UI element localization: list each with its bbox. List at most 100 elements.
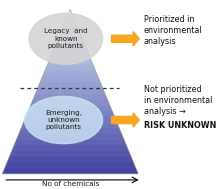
Polygon shape — [33, 98, 107, 99]
Text: Legacy  and
known
pollutants: Legacy and known pollutants — [44, 29, 88, 49]
Polygon shape — [50, 57, 90, 58]
Polygon shape — [65, 21, 75, 22]
Polygon shape — [68, 14, 72, 15]
Polygon shape — [32, 102, 109, 103]
Text: Emerging,
unknown
pollutants: Emerging, unknown pollutants — [45, 110, 82, 130]
Polygon shape — [9, 156, 131, 157]
Polygon shape — [3, 171, 137, 172]
Polygon shape — [4, 169, 136, 170]
Polygon shape — [32, 100, 108, 101]
Polygon shape — [70, 10, 71, 11]
Polygon shape — [30, 105, 110, 106]
Polygon shape — [19, 132, 121, 133]
Ellipse shape — [25, 96, 103, 144]
Polygon shape — [44, 73, 97, 74]
Polygon shape — [35, 93, 105, 94]
Polygon shape — [56, 44, 85, 45]
FancyArrow shape — [112, 32, 139, 46]
Polygon shape — [25, 117, 115, 118]
Polygon shape — [54, 47, 86, 48]
Polygon shape — [37, 90, 104, 91]
Polygon shape — [51, 56, 90, 57]
Polygon shape — [16, 141, 125, 142]
Polygon shape — [11, 151, 129, 152]
Polygon shape — [22, 126, 119, 127]
Polygon shape — [40, 83, 101, 84]
Polygon shape — [60, 33, 80, 34]
Polygon shape — [32, 101, 109, 102]
Polygon shape — [68, 13, 72, 14]
Polygon shape — [54, 48, 87, 49]
Polygon shape — [6, 163, 134, 164]
Polygon shape — [58, 38, 82, 39]
Polygon shape — [43, 75, 98, 76]
Polygon shape — [6, 164, 134, 165]
Polygon shape — [40, 81, 100, 82]
Polygon shape — [68, 15, 73, 16]
Polygon shape — [69, 12, 72, 13]
Polygon shape — [63, 26, 78, 27]
Polygon shape — [45, 70, 96, 71]
Polygon shape — [49, 61, 92, 62]
Polygon shape — [30, 107, 111, 108]
Polygon shape — [24, 120, 116, 121]
Polygon shape — [33, 99, 108, 100]
Polygon shape — [52, 52, 88, 53]
Polygon shape — [62, 28, 78, 29]
Polygon shape — [19, 133, 122, 134]
Polygon shape — [7, 162, 134, 163]
Polygon shape — [61, 30, 79, 31]
Polygon shape — [58, 39, 83, 40]
Text: No of chemicals: No of chemicals — [41, 181, 99, 187]
Polygon shape — [42, 76, 98, 77]
Polygon shape — [23, 123, 118, 124]
Polygon shape — [64, 24, 76, 25]
Polygon shape — [34, 96, 106, 97]
Polygon shape — [31, 104, 110, 105]
Polygon shape — [26, 115, 114, 116]
Polygon shape — [64, 23, 76, 24]
Polygon shape — [65, 22, 76, 23]
Polygon shape — [53, 51, 88, 52]
Polygon shape — [50, 58, 91, 59]
Polygon shape — [22, 125, 118, 126]
Polygon shape — [40, 82, 101, 83]
Polygon shape — [25, 119, 116, 120]
Polygon shape — [21, 127, 119, 128]
Polygon shape — [66, 18, 74, 19]
Polygon shape — [37, 89, 103, 90]
Polygon shape — [38, 87, 103, 88]
Polygon shape — [38, 86, 102, 87]
Polygon shape — [49, 59, 91, 60]
Polygon shape — [63, 27, 78, 28]
Polygon shape — [66, 19, 74, 20]
Polygon shape — [41, 80, 100, 81]
Polygon shape — [3, 172, 138, 173]
Polygon shape — [31, 103, 109, 104]
Polygon shape — [60, 34, 81, 35]
Polygon shape — [47, 64, 93, 65]
Polygon shape — [15, 142, 125, 143]
Polygon shape — [62, 29, 79, 30]
Ellipse shape — [29, 13, 103, 64]
Polygon shape — [10, 154, 130, 155]
Polygon shape — [45, 69, 95, 70]
Polygon shape — [29, 108, 111, 109]
Polygon shape — [42, 77, 99, 78]
Polygon shape — [5, 166, 135, 167]
Polygon shape — [18, 135, 122, 136]
Polygon shape — [20, 130, 120, 131]
Polygon shape — [27, 113, 113, 114]
Polygon shape — [54, 49, 87, 50]
Polygon shape — [16, 140, 125, 141]
Polygon shape — [23, 124, 118, 125]
Polygon shape — [27, 114, 114, 115]
Polygon shape — [67, 16, 73, 17]
Polygon shape — [18, 134, 122, 135]
Polygon shape — [41, 78, 99, 79]
Text: Prioritized in
environmental
analysis: Prioritized in environmental analysis — [144, 15, 202, 46]
Polygon shape — [37, 88, 103, 89]
Polygon shape — [29, 109, 112, 110]
Polygon shape — [13, 148, 128, 149]
Polygon shape — [55, 45, 85, 46]
